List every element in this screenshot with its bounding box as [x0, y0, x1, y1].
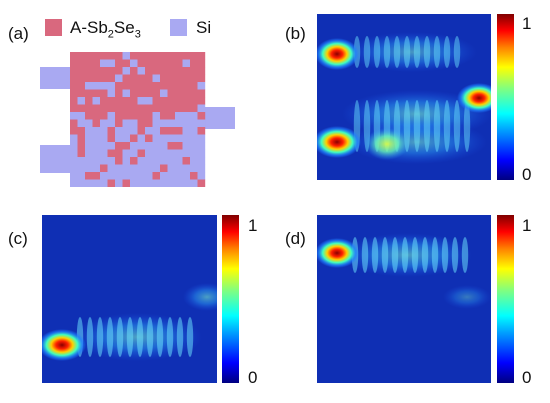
colorbar-c-max: 1 — [248, 216, 258, 235]
field-map-b — [317, 14, 491, 180]
colorbar-c-min: 0 — [248, 368, 258, 387]
colorbar-d — [497, 215, 514, 383]
colorbar-b-max: 1 — [522, 14, 532, 33]
panel-b-label: (b) — [285, 24, 306, 43]
colorbar-b-min: 0 — [522, 165, 532, 184]
field-map-d — [317, 215, 491, 383]
legend-label-si: Si — [196, 18, 212, 37]
design-pixel-map — [40, 52, 235, 187]
colorbar-b — [497, 14, 514, 180]
panel-a-label: (a) — [8, 24, 29, 43]
panel-c-label: (c) — [8, 229, 28, 248]
field-b-top-ripples — [347, 32, 477, 72]
legend-swatch-si — [170, 19, 187, 36]
legend-swatch-sb2se3 — [45, 19, 62, 36]
colorbar-d-min: 0 — [522, 368, 532, 387]
field-b-right-hotspot — [457, 83, 491, 113]
colorbar-d-max: 1 — [522, 216, 532, 235]
field-map-c — [42, 215, 217, 383]
field-b-bottom-hotspot — [317, 126, 361, 158]
colorbar-c — [222, 215, 239, 383]
field-d-hotspot — [317, 238, 359, 268]
panel-d-label: (d) — [285, 229, 306, 248]
field-b-top-hotspot — [317, 38, 359, 70]
legend-label-sb2se3: A-Sb2Se3 — [70, 18, 141, 41]
field-c-hotspot — [42, 329, 86, 361]
